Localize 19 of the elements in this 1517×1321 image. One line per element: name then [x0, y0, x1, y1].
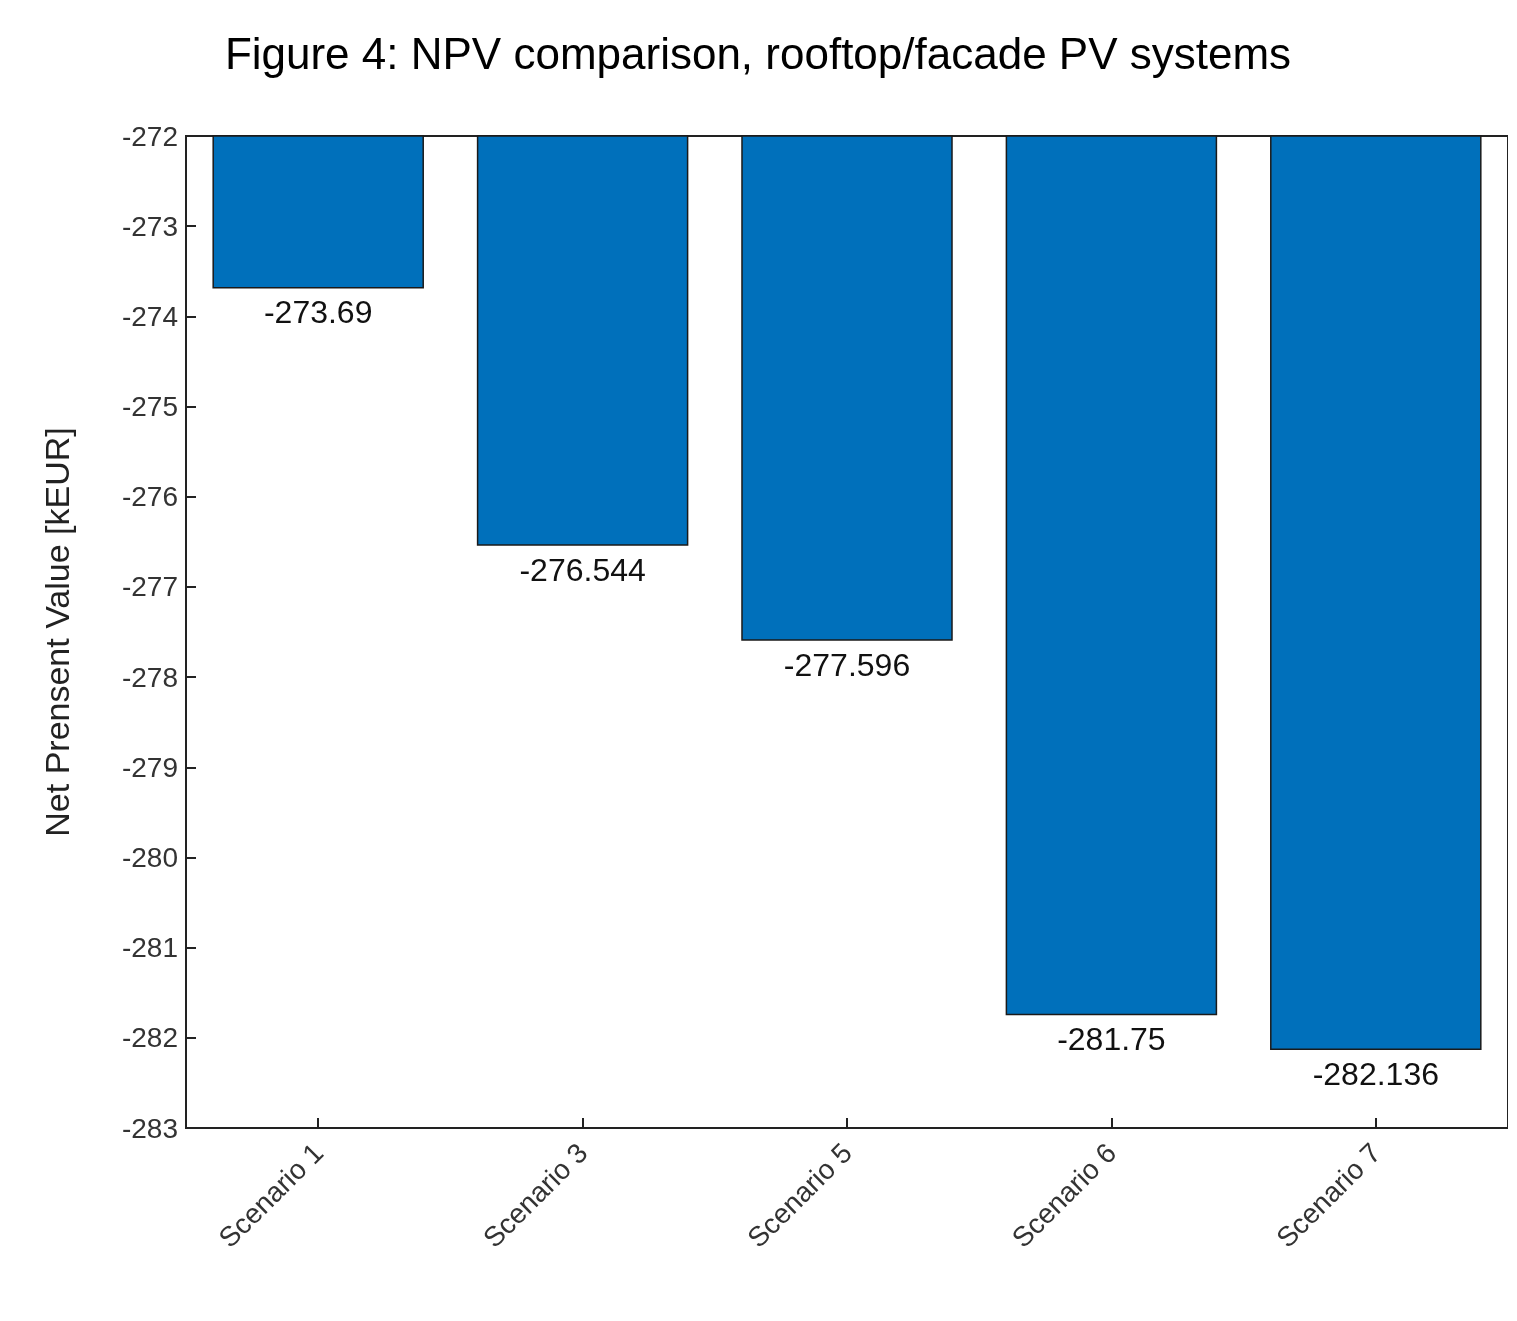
chart-title: Figure 4: NPV comparison, rooftop/facade PV systems	[224, 28, 1292, 78]
y-tick-label: -274	[121, 300, 178, 332]
y-tick-label: -276	[121, 481, 178, 513]
y-tick-label: -280	[121, 841, 178, 873]
y-tick-label: -273	[121, 210, 178, 242]
y-axis-title: Net Prensent Value [kEUR]	[38, 427, 76, 837]
y-tick-label: -281	[121, 932, 178, 964]
data-label: -282.136	[1312, 1056, 1439, 1093]
data-label: -273.69	[263, 294, 373, 331]
y-tick-label: -279	[121, 751, 178, 783]
y-tick-label: -272	[121, 120, 178, 152]
y-tick-label: -282	[121, 1022, 178, 1054]
y-tick-label: -277	[121, 571, 178, 603]
data-label: -277.596	[783, 646, 911, 683]
data-label: -281.75	[1057, 1021, 1166, 1058]
y-tick-label: -275	[121, 391, 178, 423]
y-tick-label: -283	[121, 1112, 178, 1144]
data-label: -276.544	[519, 551, 646, 588]
y-tick-label: -278	[121, 661, 178, 693]
